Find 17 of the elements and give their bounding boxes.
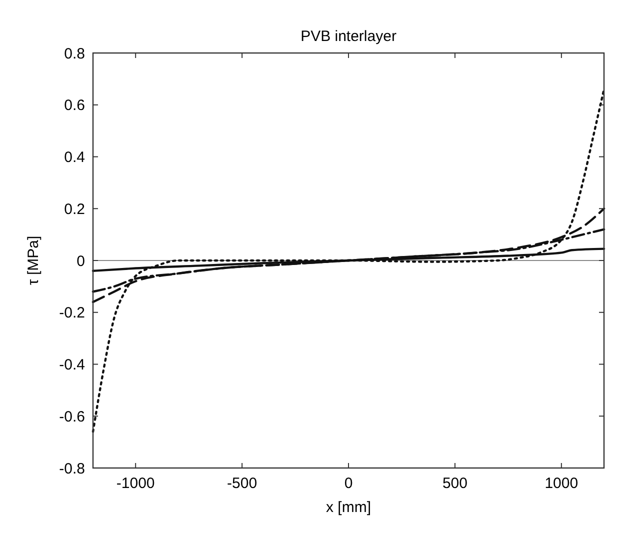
y-tick-label: -0.6	[59, 408, 85, 426]
y-tick-label: 0.6	[64, 97, 85, 114]
y-axis-title: τ [MPa]	[25, 236, 42, 286]
y-tick-label: 0	[76, 252, 85, 270]
y-tick-label: 0.4	[64, 149, 85, 166]
y-tick-label: 0.8	[64, 45, 85, 62]
y-tick-label: -0.4	[59, 356, 85, 374]
y-tick-label: 0.2	[64, 200, 85, 218]
x-tick-label: 0	[344, 475, 353, 492]
x-tick-label: 500	[442, 475, 468, 492]
x-axis-title: x [mm]	[326, 499, 371, 516]
y-tick-label: -0.8	[59, 460, 85, 478]
x-tick-label: -500	[227, 475, 258, 492]
x-tick-label: 1000	[544, 475, 578, 492]
chart-title: PVB interlayer	[300, 28, 396, 45]
y-tick-label: -0.2	[59, 304, 85, 322]
x-tick-label: -1000	[116, 475, 155, 492]
